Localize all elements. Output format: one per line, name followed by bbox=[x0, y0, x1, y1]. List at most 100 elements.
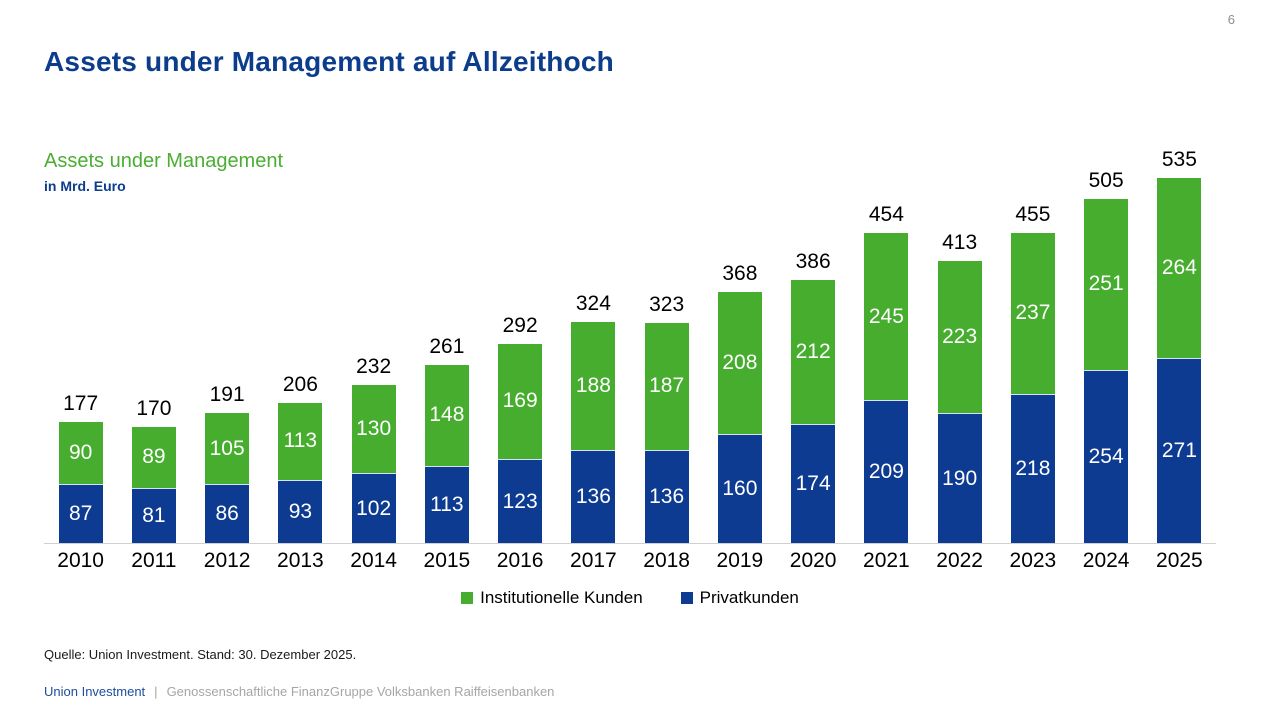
bar-segment: 87 bbox=[58, 483, 103, 543]
bar-segment-value: 187 bbox=[649, 374, 685, 398]
bar-column-2025: 535 264 271 bbox=[1143, 148, 1216, 543]
bar-segment: 86 bbox=[205, 484, 250, 543]
x-axis-tick-label: 2011 bbox=[131, 549, 177, 572]
x-axis-tick-label: 2012 bbox=[203, 549, 251, 572]
legend-swatch-icon bbox=[461, 592, 474, 604]
bar-segment: 174 bbox=[791, 424, 836, 543]
stacked-bar: 113 93 bbox=[278, 402, 323, 543]
bar-total-label: 191 bbox=[209, 382, 245, 406]
bar-column-2018: 323 187 136 bbox=[630, 293, 703, 543]
bar-segment: 237 bbox=[1010, 232, 1055, 395]
bar-segment-value: 251 bbox=[1088, 272, 1124, 296]
bar-column-2015: 261 148 113 bbox=[410, 335, 483, 543]
x-axis-labels: 2010 2011 2012 2013 2014 2015 2016 2017 2018 2019… bbox=[44, 549, 1216, 573]
legend-swatch-icon bbox=[680, 592, 693, 604]
bar-total-label: 261 bbox=[429, 334, 465, 358]
stacked-bar: 264 271 bbox=[1157, 178, 1202, 543]
page-title: Assets under Management auf Allzeithoch bbox=[44, 46, 614, 77]
legend-item: Institutionelle Kunden bbox=[461, 588, 643, 608]
bar-segment-value: 254 bbox=[1088, 444, 1124, 468]
bar-segment-value: 169 bbox=[502, 389, 538, 413]
footer-tagline: Genossenschaftliche FinanzGruppe Volksba… bbox=[166, 684, 555, 699]
bar-segment: 251 bbox=[1084, 198, 1129, 370]
footer-separator: | bbox=[154, 684, 158, 699]
bar-segment: 102 bbox=[351, 473, 396, 543]
bar-segment-value: 237 bbox=[1015, 301, 1051, 325]
bar-column-2023: 455 237 218 bbox=[996, 203, 1069, 543]
bar-segment: 105 bbox=[205, 412, 250, 485]
bar-segment: 218 bbox=[1010, 394, 1055, 543]
bar-column-2022: 413 223 190 bbox=[923, 231, 996, 543]
x-axis-tick-label: 2015 bbox=[423, 549, 471, 572]
bar-segment: 245 bbox=[864, 233, 909, 401]
chart-subtitle: Assets under Management bbox=[44, 150, 284, 172]
stacked-bar: 90 87 bbox=[58, 422, 103, 543]
x-axis-line bbox=[44, 543, 1216, 544]
bar-column-2019: 368 208 160 bbox=[703, 262, 776, 543]
bar-segment: 113 bbox=[278, 402, 323, 480]
bar-total-label: 232 bbox=[356, 354, 392, 378]
bar-segment-value: 113 bbox=[430, 492, 464, 516]
bar-total-label: 386 bbox=[795, 249, 831, 273]
footer-brand: Union Investment bbox=[44, 684, 146, 699]
bar-total-label: 170 bbox=[136, 397, 172, 421]
bar-segment: 130 bbox=[351, 384, 396, 474]
bar-total-label: 206 bbox=[282, 372, 318, 396]
x-axis-tick-label: 2020 bbox=[789, 549, 837, 572]
stacked-bar: 187 136 bbox=[644, 322, 689, 543]
stacked-bar: 169 123 bbox=[498, 343, 543, 543]
bar-segment: 169 bbox=[498, 343, 543, 460]
x-axis-tick-label: 2024 bbox=[1082, 549, 1130, 572]
bar-segment: 136 bbox=[644, 450, 689, 543]
x-axis-tick-label: 2010 bbox=[57, 549, 104, 572]
bar-segment-value: 113 bbox=[283, 429, 318, 453]
page-number: 6 bbox=[1227, 12, 1235, 27]
bar-segment-value: 209 bbox=[868, 460, 904, 484]
bar-total-label: 292 bbox=[502, 313, 538, 337]
bar-segment: 89 bbox=[131, 427, 176, 488]
bar-segment-value: 174 bbox=[795, 472, 831, 496]
bar-segment-value: 188 bbox=[575, 374, 611, 398]
bar-segment-value: 245 bbox=[868, 304, 904, 328]
footer: Union Investment | Genossenschaftliche Fin… bbox=[44, 684, 554, 699]
bar-segment: 223 bbox=[937, 261, 982, 414]
bar-column-2016: 292 169 123 bbox=[484, 314, 557, 543]
bar-segment-value: 136 bbox=[649, 485, 685, 509]
bar-segment: 136 bbox=[571, 450, 616, 543]
legend-label: Privatkunden bbox=[699, 588, 799, 607]
stacked-bar: 245 209 bbox=[864, 233, 909, 543]
bar-column-2011: 170 89 81 bbox=[117, 397, 190, 543]
x-axis-tick-label: 2016 bbox=[496, 549, 544, 572]
stacked-bar: 130 102 bbox=[351, 384, 396, 543]
bar-segment-value: 90 bbox=[68, 440, 93, 464]
x-axis-tick-label: 2019 bbox=[716, 549, 764, 572]
x-axis-tick-label: 2017 bbox=[570, 549, 617, 572]
bar-total-label: 454 bbox=[868, 203, 904, 227]
bar-column-2012: 191 105 86 bbox=[191, 383, 264, 543]
bar-segment: 212 bbox=[791, 279, 836, 425]
stacked-bar: 89 81 bbox=[131, 427, 176, 543]
bar-column-2017: 324 188 136 bbox=[557, 292, 630, 543]
bar-column-2021: 454 245 209 bbox=[850, 203, 923, 543]
bar-total-label: 535 bbox=[1161, 148, 1197, 172]
x-axis-tick-label: 2025 bbox=[1156, 549, 1203, 572]
chart-legend: Institutionelle Kunden Privatkunden bbox=[44, 588, 1216, 608]
bar-column-2013: 206 113 93 bbox=[264, 373, 337, 543]
x-axis-tick-label: 2023 bbox=[1009, 549, 1057, 572]
bar-segment: 190 bbox=[937, 413, 982, 543]
chart-unit-label: in Mrd. Euro bbox=[44, 178, 126, 194]
bar-segment-value: 89 bbox=[142, 445, 166, 469]
bar-segment-value: 160 bbox=[722, 476, 758, 500]
bar-segment-value: 105 bbox=[209, 436, 245, 460]
stacked-bar: 208 160 bbox=[717, 291, 762, 543]
bar-segment-value: 223 bbox=[942, 325, 978, 349]
bar-column-2014: 232 130 102 bbox=[337, 355, 410, 543]
source-note: Quelle: Union Investment. Stand: 30. Dez… bbox=[44, 647, 357, 662]
bar-segment: 271 bbox=[1157, 358, 1202, 543]
bar-segment-value: 271 bbox=[1161, 439, 1197, 463]
bar-segment: 90 bbox=[58, 422, 103, 484]
stacked-bar: 105 86 bbox=[205, 412, 250, 543]
stacked-bar: 212 174 bbox=[791, 279, 836, 543]
bar-segment-value: 190 bbox=[942, 466, 978, 490]
